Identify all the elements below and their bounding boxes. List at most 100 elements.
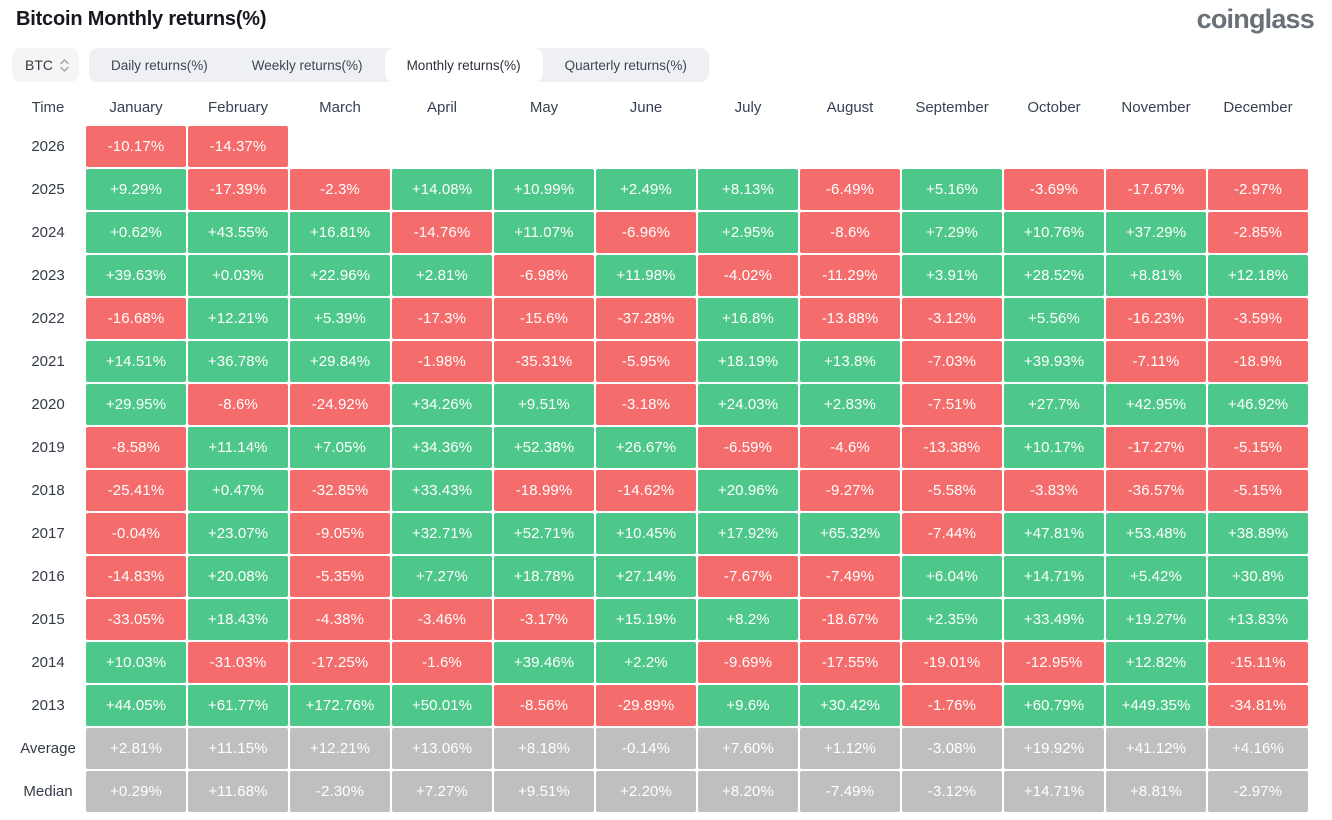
return-cell: -19.01%: [902, 642, 1002, 683]
return-cell: +172.76%: [290, 685, 390, 726]
return-cell: -6.59%: [698, 427, 798, 468]
column-header-april: April: [392, 90, 492, 124]
return-cell: +12.21%: [290, 728, 390, 769]
return-cell: [1208, 126, 1308, 167]
return-cell: +19.92%: [1004, 728, 1104, 769]
return-cell: +0.03%: [188, 255, 288, 296]
column-header-time: Time: [12, 90, 84, 124]
return-cell: +14.71%: [1004, 556, 1104, 597]
return-cell: -9.05%: [290, 513, 390, 554]
return-cell: +7.27%: [392, 771, 492, 812]
return-cell: -16.23%: [1106, 298, 1206, 339]
return-cell: +47.81%: [1004, 513, 1104, 554]
return-cell: +17.92%: [698, 513, 798, 554]
return-cell: -18.9%: [1208, 341, 1308, 382]
return-cell: +0.47%: [188, 470, 288, 511]
return-cell: +30.42%: [800, 685, 900, 726]
tab-monthly-returns[interactable]: Monthly returns(%): [384, 48, 543, 82]
return-cell: +65.32%: [800, 513, 900, 554]
return-cell: +46.92%: [1208, 384, 1308, 425]
return-cell: -17.67%: [1106, 169, 1206, 210]
return-cell: +11.07%: [494, 212, 594, 253]
return-cell: +0.29%: [86, 771, 186, 812]
return-cell: +52.38%: [494, 427, 594, 468]
return-cell: +12.21%: [188, 298, 288, 339]
return-cell: +39.63%: [86, 255, 186, 296]
return-cell: -3.59%: [1208, 298, 1308, 339]
return-cell: +36.78%: [188, 341, 288, 382]
return-cell: [596, 126, 696, 167]
return-cell: +7.60%: [698, 728, 798, 769]
return-cell: +8.81%: [1106, 255, 1206, 296]
return-cell: +34.26%: [392, 384, 492, 425]
return-cell: -8.6%: [800, 212, 900, 253]
return-cell: -3.18%: [596, 384, 696, 425]
return-cell: +5.42%: [1106, 556, 1206, 597]
column-header-february: February: [188, 90, 288, 124]
return-cell: -1.76%: [902, 685, 1002, 726]
return-cell: +26.67%: [596, 427, 696, 468]
return-cell: +16.8%: [698, 298, 798, 339]
return-cell: -7.67%: [698, 556, 798, 597]
tab-quarterly-returns[interactable]: Quarterly returns(%): [543, 48, 709, 82]
tab-weekly-returns[interactable]: Weekly returns(%): [230, 48, 385, 82]
return-cell: -3.46%: [392, 599, 492, 640]
return-cell: -18.67%: [800, 599, 900, 640]
return-cell: -2.85%: [1208, 212, 1308, 253]
return-cell: +12.18%: [1208, 255, 1308, 296]
row-label-2014: 2014: [12, 642, 84, 683]
return-cell: +11.98%: [596, 255, 696, 296]
return-cell: -34.81%: [1208, 685, 1308, 726]
return-cell: +7.05%: [290, 427, 390, 468]
return-cell: -5.58%: [902, 470, 1002, 511]
return-cell: +13.83%: [1208, 599, 1308, 640]
row-label-average: Average: [12, 728, 84, 769]
return-cell: -2.97%: [1208, 169, 1308, 210]
row-label-2026: 2026: [12, 126, 84, 167]
column-header-may: May: [494, 90, 594, 124]
return-cell: -31.03%: [188, 642, 288, 683]
return-cell: +14.51%: [86, 341, 186, 382]
page-title: Bitcoin Monthly returns(%): [16, 8, 267, 30]
return-cell: -8.6%: [188, 384, 288, 425]
return-cell: +10.45%: [596, 513, 696, 554]
returns-table: Time January February March April May June July…: [12, 90, 1332, 812]
return-cell: +2.35%: [902, 599, 1002, 640]
return-cell: +38.89%: [1208, 513, 1308, 554]
return-cell: +10.17%: [1004, 427, 1104, 468]
return-cell: +2.81%: [86, 728, 186, 769]
return-cell: -3.08%: [902, 728, 1002, 769]
return-cell: +29.84%: [290, 341, 390, 382]
return-cell: +18.19%: [698, 341, 798, 382]
return-cell: +27.14%: [596, 556, 696, 597]
return-cell: +43.55%: [188, 212, 288, 253]
return-cell: -4.38%: [290, 599, 390, 640]
return-cell: +42.95%: [1106, 384, 1206, 425]
return-cell: -15.6%: [494, 298, 594, 339]
symbol-select[interactable]: BTC: [12, 48, 79, 82]
return-cell: -2.3%: [290, 169, 390, 210]
return-cell: -3.12%: [902, 298, 1002, 339]
tab-daily-returns[interactable]: Daily returns(%): [89, 48, 230, 82]
return-cell: -2.30%: [290, 771, 390, 812]
return-cell: [1106, 126, 1206, 167]
return-cell: +7.29%: [902, 212, 1002, 253]
return-cell: -1.6%: [392, 642, 492, 683]
return-cell: -3.17%: [494, 599, 594, 640]
return-cell: +2.95%: [698, 212, 798, 253]
return-cell: +9.51%: [494, 384, 594, 425]
row-label-2018: 2018: [12, 470, 84, 511]
column-header-december: December: [1208, 90, 1308, 124]
return-cell: +8.20%: [698, 771, 798, 812]
return-cell: -18.99%: [494, 470, 594, 511]
select-updown-icon: [60, 58, 69, 72]
return-cell: -14.37%: [188, 126, 288, 167]
topbar: Bitcoin Monthly returns(%) coinglass: [0, 0, 1332, 42]
return-cell: -25.41%: [86, 470, 186, 511]
return-cell: -10.17%: [86, 126, 186, 167]
column-header-august: August: [800, 90, 900, 124]
return-cell: -14.76%: [392, 212, 492, 253]
return-cell: -8.56%: [494, 685, 594, 726]
row-label-2016: 2016: [12, 556, 84, 597]
column-header-june: June: [596, 90, 696, 124]
